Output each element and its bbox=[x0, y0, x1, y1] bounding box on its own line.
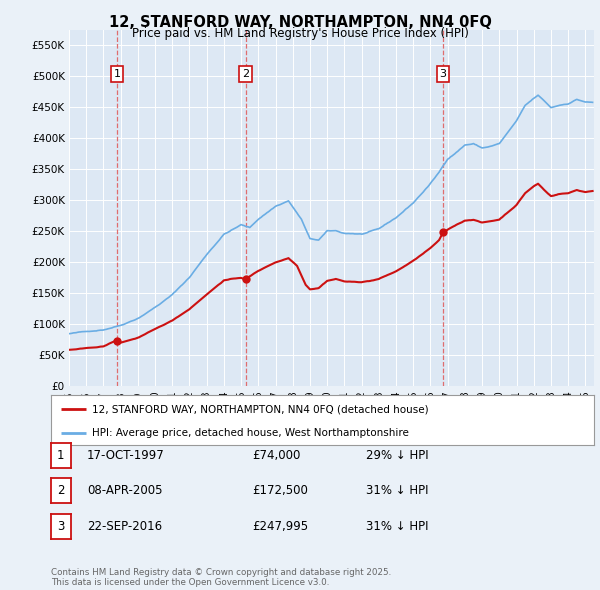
Text: 22-SEP-2016: 22-SEP-2016 bbox=[87, 520, 162, 533]
Text: 17-OCT-1997: 17-OCT-1997 bbox=[87, 449, 165, 462]
Text: 2: 2 bbox=[242, 69, 250, 79]
Text: 29% ↓ HPI: 29% ↓ HPI bbox=[366, 449, 428, 462]
Text: 12, STANFORD WAY, NORTHAMPTON, NN4 0FQ: 12, STANFORD WAY, NORTHAMPTON, NN4 0FQ bbox=[109, 15, 491, 30]
Text: 08-APR-2005: 08-APR-2005 bbox=[87, 484, 163, 497]
Text: HPI: Average price, detached house, West Northamptonshire: HPI: Average price, detached house, West… bbox=[92, 428, 409, 438]
Text: 12, STANFORD WAY, NORTHAMPTON, NN4 0FQ (detached house): 12, STANFORD WAY, NORTHAMPTON, NN4 0FQ (… bbox=[92, 404, 428, 414]
Text: £74,000: £74,000 bbox=[252, 449, 301, 462]
Text: 31% ↓ HPI: 31% ↓ HPI bbox=[366, 520, 428, 533]
Text: 3: 3 bbox=[57, 520, 65, 533]
Text: Contains HM Land Registry data © Crown copyright and database right 2025.
This d: Contains HM Land Registry data © Crown c… bbox=[51, 568, 391, 587]
Text: 3: 3 bbox=[439, 69, 446, 79]
Text: Price paid vs. HM Land Registry's House Price Index (HPI): Price paid vs. HM Land Registry's House … bbox=[131, 27, 469, 40]
Text: £172,500: £172,500 bbox=[252, 484, 308, 497]
Text: £247,995: £247,995 bbox=[252, 520, 308, 533]
Text: 1: 1 bbox=[113, 69, 121, 79]
Text: 31% ↓ HPI: 31% ↓ HPI bbox=[366, 484, 428, 497]
Text: 2: 2 bbox=[57, 484, 65, 497]
Text: 1: 1 bbox=[57, 449, 65, 462]
